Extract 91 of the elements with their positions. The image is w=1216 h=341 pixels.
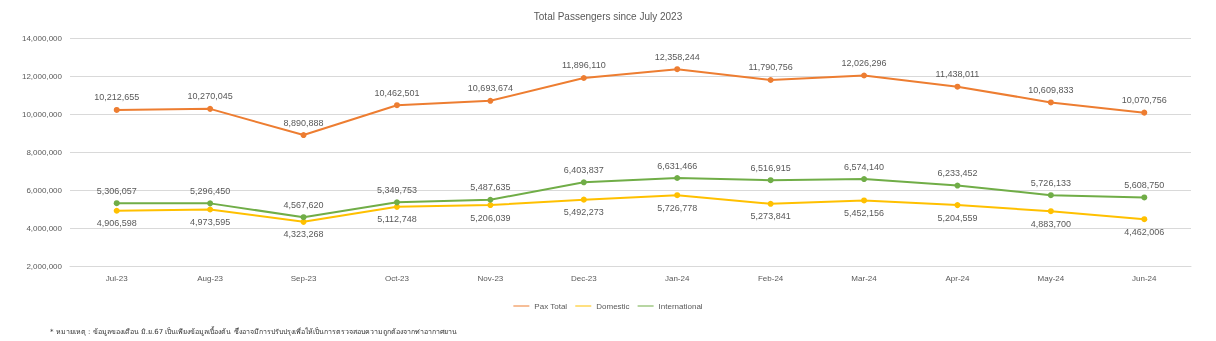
x-tick-label: Jun-24 <box>1132 273 1158 283</box>
point <box>580 196 587 203</box>
data-label: 6,574,140 <box>844 161 885 172</box>
x-tick-label: May-24 <box>1037 273 1065 283</box>
x-tick-label: Aug-23 <box>197 273 224 283</box>
data-label: 5,726,133 <box>1030 177 1071 188</box>
x-tick-label: Mar-24 <box>851 273 878 283</box>
data-label: 10,693,674 <box>467 83 513 94</box>
data-label: 6,516,915 <box>750 162 791 173</box>
point <box>954 182 961 189</box>
point <box>767 177 774 184</box>
point <box>954 202 961 209</box>
point <box>861 176 868 183</box>
data-label: 6,403,837 <box>563 164 604 175</box>
data-label: 11,790,756 <box>748 62 793 73</box>
point <box>861 197 868 204</box>
data-label: 5,273,841 <box>750 211 791 222</box>
y-tick-label: 8,000,000 <box>26 147 63 157</box>
data-label: 6,233,452 <box>937 168 978 179</box>
x-tick-label: Nov-23 <box>477 273 504 283</box>
point <box>861 72 868 79</box>
point <box>393 199 400 206</box>
data-label: 5,112,748 <box>377 214 417 225</box>
data-label: 5,204,559 <box>937 212 978 223</box>
data-label: 6,631,466 <box>657 160 698 171</box>
data-label: 11,438,011 <box>935 69 980 80</box>
point <box>113 207 120 214</box>
legend-label: Pax Total <box>534 301 568 311</box>
point <box>674 192 681 199</box>
x-tick-label: Jan-24 <box>664 273 690 283</box>
point <box>767 200 774 207</box>
point <box>487 196 494 203</box>
y-tick-label: 12,000,000 <box>21 71 63 81</box>
data-label: 10,212,655 <box>94 92 140 103</box>
data-label: 5,452,156 <box>844 207 885 218</box>
point <box>207 105 214 112</box>
point <box>1047 192 1054 199</box>
y-tick-label: 4,000,000 <box>26 223 63 233</box>
point <box>1047 208 1054 215</box>
x-tick-label: Dec-23 <box>570 273 598 283</box>
chart-title: Total Passengers since July 2023 <box>533 10 683 22</box>
data-label: 4,323,268 <box>283 229 324 240</box>
data-label: 4,973,595 <box>190 217 231 227</box>
y-tick-label: 14,000,000 <box>21 33 63 43</box>
point <box>300 214 307 221</box>
y-tick-label: 10,000,000 <box>21 109 63 119</box>
data-label: 5,349,753 <box>376 184 417 195</box>
point <box>674 175 681 181</box>
data-label: 10,462,501 <box>374 87 420 98</box>
point <box>674 66 681 73</box>
data-label: 4,462,006 <box>1124 226 1165 237</box>
point <box>487 97 494 104</box>
point <box>300 132 307 139</box>
point <box>1047 99 1054 106</box>
x-tick-label: Oct-23 <box>384 273 410 283</box>
data-label: 12,026,296 <box>841 58 887 68</box>
point <box>580 74 587 81</box>
data-label: 11,896,110 <box>561 60 606 71</box>
legend-label: Domestic <box>596 301 630 311</box>
legend-label: International <box>658 301 703 311</box>
point <box>767 76 774 83</box>
data-label: 8,890,888 <box>283 117 324 128</box>
data-label: 12,358,244 <box>654 51 700 62</box>
point <box>207 200 214 207</box>
point <box>580 179 587 186</box>
data-label: 5,296,450 <box>190 185 231 196</box>
point <box>393 102 400 109</box>
x-tick-label: Sep-23 <box>290 273 317 283</box>
data-label: 5,206,039 <box>470 212 511 223</box>
data-label: 10,609,833 <box>1028 84 1074 95</box>
y-tick-label: 6,000,000 <box>26 185 63 195</box>
data-label: 5,487,635 <box>470 182 511 193</box>
point <box>113 200 120 207</box>
x-tick-label: Jul-23 <box>105 273 129 283</box>
point <box>954 83 961 90</box>
y-tick-label: 2,000,000 <box>26 261 63 271</box>
point <box>1141 109 1148 116</box>
data-label: 4,906,598 <box>96 218 137 229</box>
data-label: 5,726,778 <box>657 202 698 213</box>
x-tick-label: Feb-24 <box>757 273 784 283</box>
x-tick-label: Apr-24 <box>945 273 971 283</box>
data-label: 5,306,057 <box>96 185 137 196</box>
data-label: 4,883,700 <box>1030 218 1071 229</box>
data-label: 4,567,620 <box>283 199 324 210</box>
data-label: 10,070,756 <box>1121 95 1167 106</box>
data-label: 5,492,273 <box>563 207 604 218</box>
point <box>207 206 214 213</box>
data-label: 10,270,045 <box>187 91 233 102</box>
point <box>113 106 120 113</box>
point <box>1141 216 1148 223</box>
data-label: 5,608,750 <box>1124 179 1165 190</box>
